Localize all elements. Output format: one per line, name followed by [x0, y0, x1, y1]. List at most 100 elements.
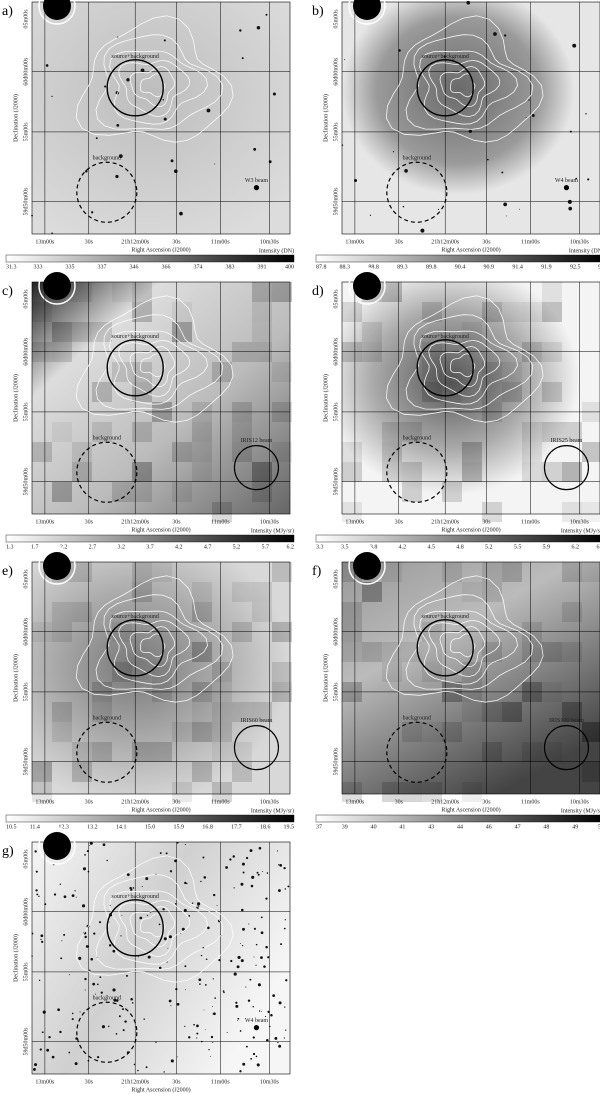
- star: [184, 965, 187, 968]
- pixel: [342, 462, 362, 482]
- star: [118, 154, 123, 159]
- star: [505, 215, 507, 217]
- beam: [563, 185, 570, 191]
- x-axis-label: Right Ascension (J2000): [131, 246, 190, 253]
- pixel: [442, 722, 462, 742]
- colorbar-tick-label: 31.3: [6, 264, 17, 270]
- star: [94, 993, 96, 995]
- pixel: [382, 282, 402, 302]
- star: [202, 856, 205, 859]
- pixel: [402, 462, 422, 482]
- contour: [118, 59, 191, 118]
- star: [404, 169, 408, 173]
- star: [258, 1010, 261, 1012]
- background-label: background: [93, 436, 121, 442]
- star: [113, 998, 117, 1002]
- star: [59, 1030, 62, 1034]
- star: [245, 856, 249, 860]
- pixel: [402, 482, 422, 502]
- star: [261, 1010, 262, 1012]
- star: [35, 870, 38, 873]
- colorbar-tick-label: 333: [34, 264, 43, 270]
- colorbar-tick-label: 46: [486, 824, 492, 830]
- star: [250, 884, 254, 888]
- colorbar-tick-label: 5.2: [233, 544, 241, 550]
- contour: [118, 339, 191, 398]
- star: [369, 214, 372, 216]
- star: [256, 26, 261, 30]
- star: [196, 1032, 199, 1035]
- colorbar-tick-label: 90.9: [484, 264, 495, 270]
- y-tick-label: 59d50m00s: [333, 747, 339, 776]
- beam: [543, 724, 590, 771]
- contour: [118, 619, 191, 678]
- panel-label: d): [312, 284, 324, 299]
- star: [585, 113, 587, 115]
- beam-label: IRIS12 beam: [241, 438, 273, 444]
- star: [402, 205, 405, 208]
- pixel: [482, 702, 502, 722]
- panel: source+background background IRIS25 beam d)…: [312, 267, 600, 550]
- pixel: [252, 702, 272, 722]
- pixel: [562, 562, 582, 582]
- contour: [419, 50, 519, 125]
- colorbar-tick-label: 19.5: [284, 824, 295, 830]
- x-tick-label: 10m30s: [260, 1079, 280, 1085]
- star: [260, 916, 263, 919]
- source-label: source+background: [112, 334, 159, 340]
- source-label: source+background: [112, 54, 159, 60]
- x-tick-label: 21h12m00s: [431, 799, 460, 805]
- bright-halo: [38, 267, 76, 305]
- star: [84, 977, 87, 981]
- star: [115, 999, 119, 1002]
- star: [61, 940, 63, 942]
- contour: [118, 899, 191, 958]
- beam: [233, 724, 280, 771]
- star: [99, 976, 102, 979]
- x-tick-label: 30s: [482, 519, 491, 525]
- x-tick-label: 11m00s: [521, 519, 540, 525]
- star: [203, 876, 207, 879]
- beam: [253, 1024, 260, 1031]
- pixel: [92, 742, 112, 762]
- pixel: [562, 462, 582, 482]
- star: [71, 894, 75, 898]
- pixel: [342, 782, 362, 802]
- star: [104, 85, 107, 88]
- pixel: [482, 742, 502, 762]
- pixel: [462, 582, 482, 602]
- star: [261, 871, 263, 873]
- y-tick-label: 60d00m00s: [333, 337, 339, 366]
- star: [260, 956, 263, 960]
- star: [102, 843, 106, 847]
- pixel: [152, 562, 172, 582]
- pixel: [112, 482, 132, 502]
- star: [267, 956, 270, 959]
- star: [177, 1056, 178, 1058]
- x-tick-label: 30s: [172, 519, 181, 525]
- pixel: [422, 782, 442, 802]
- x-tick-label: 13m00s: [35, 1079, 55, 1085]
- pixel: [252, 462, 272, 482]
- pixel: [582, 442, 600, 462]
- star: [112, 988, 116, 992]
- star: [41, 940, 44, 944]
- y-tick-label: 55m00s: [23, 402, 29, 422]
- star: [184, 881, 187, 885]
- pixel: [362, 342, 382, 362]
- pixel: [272, 562, 292, 582]
- background-label: background: [403, 436, 431, 442]
- colorbar-tick-label: 90.4: [455, 264, 466, 270]
- pixel: [132, 742, 152, 762]
- pixel: [382, 442, 402, 462]
- star: [212, 893, 216, 897]
- pixel: [32, 762, 52, 782]
- colorbar-tick-label: 3.3: [316, 544, 324, 550]
- pixel: [172, 482, 192, 502]
- y-tick-label: 60d00m00s: [333, 57, 339, 86]
- star: [504, 34, 507, 37]
- star: [79, 1011, 81, 1013]
- star: [247, 999, 251, 1002]
- pixel: [52, 342, 72, 362]
